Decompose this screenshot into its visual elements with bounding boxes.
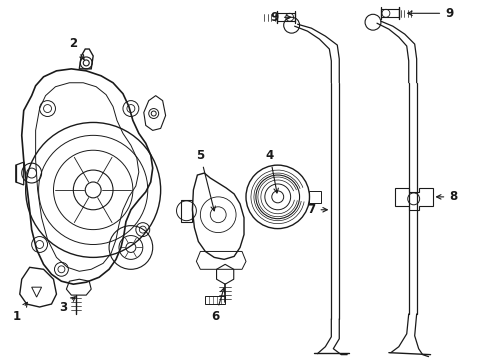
Text: 7: 7 [307, 203, 327, 216]
Text: 3: 3 [59, 297, 75, 314]
Text: 2: 2 [69, 37, 84, 59]
Text: 9: 9 [270, 11, 291, 24]
Text: 9: 9 [408, 7, 453, 20]
Text: 5: 5 [196, 149, 215, 211]
Text: 4: 4 [266, 149, 278, 193]
Text: 8: 8 [437, 190, 458, 203]
Text: 6: 6 [211, 288, 225, 323]
Text: 1: 1 [13, 302, 27, 323]
